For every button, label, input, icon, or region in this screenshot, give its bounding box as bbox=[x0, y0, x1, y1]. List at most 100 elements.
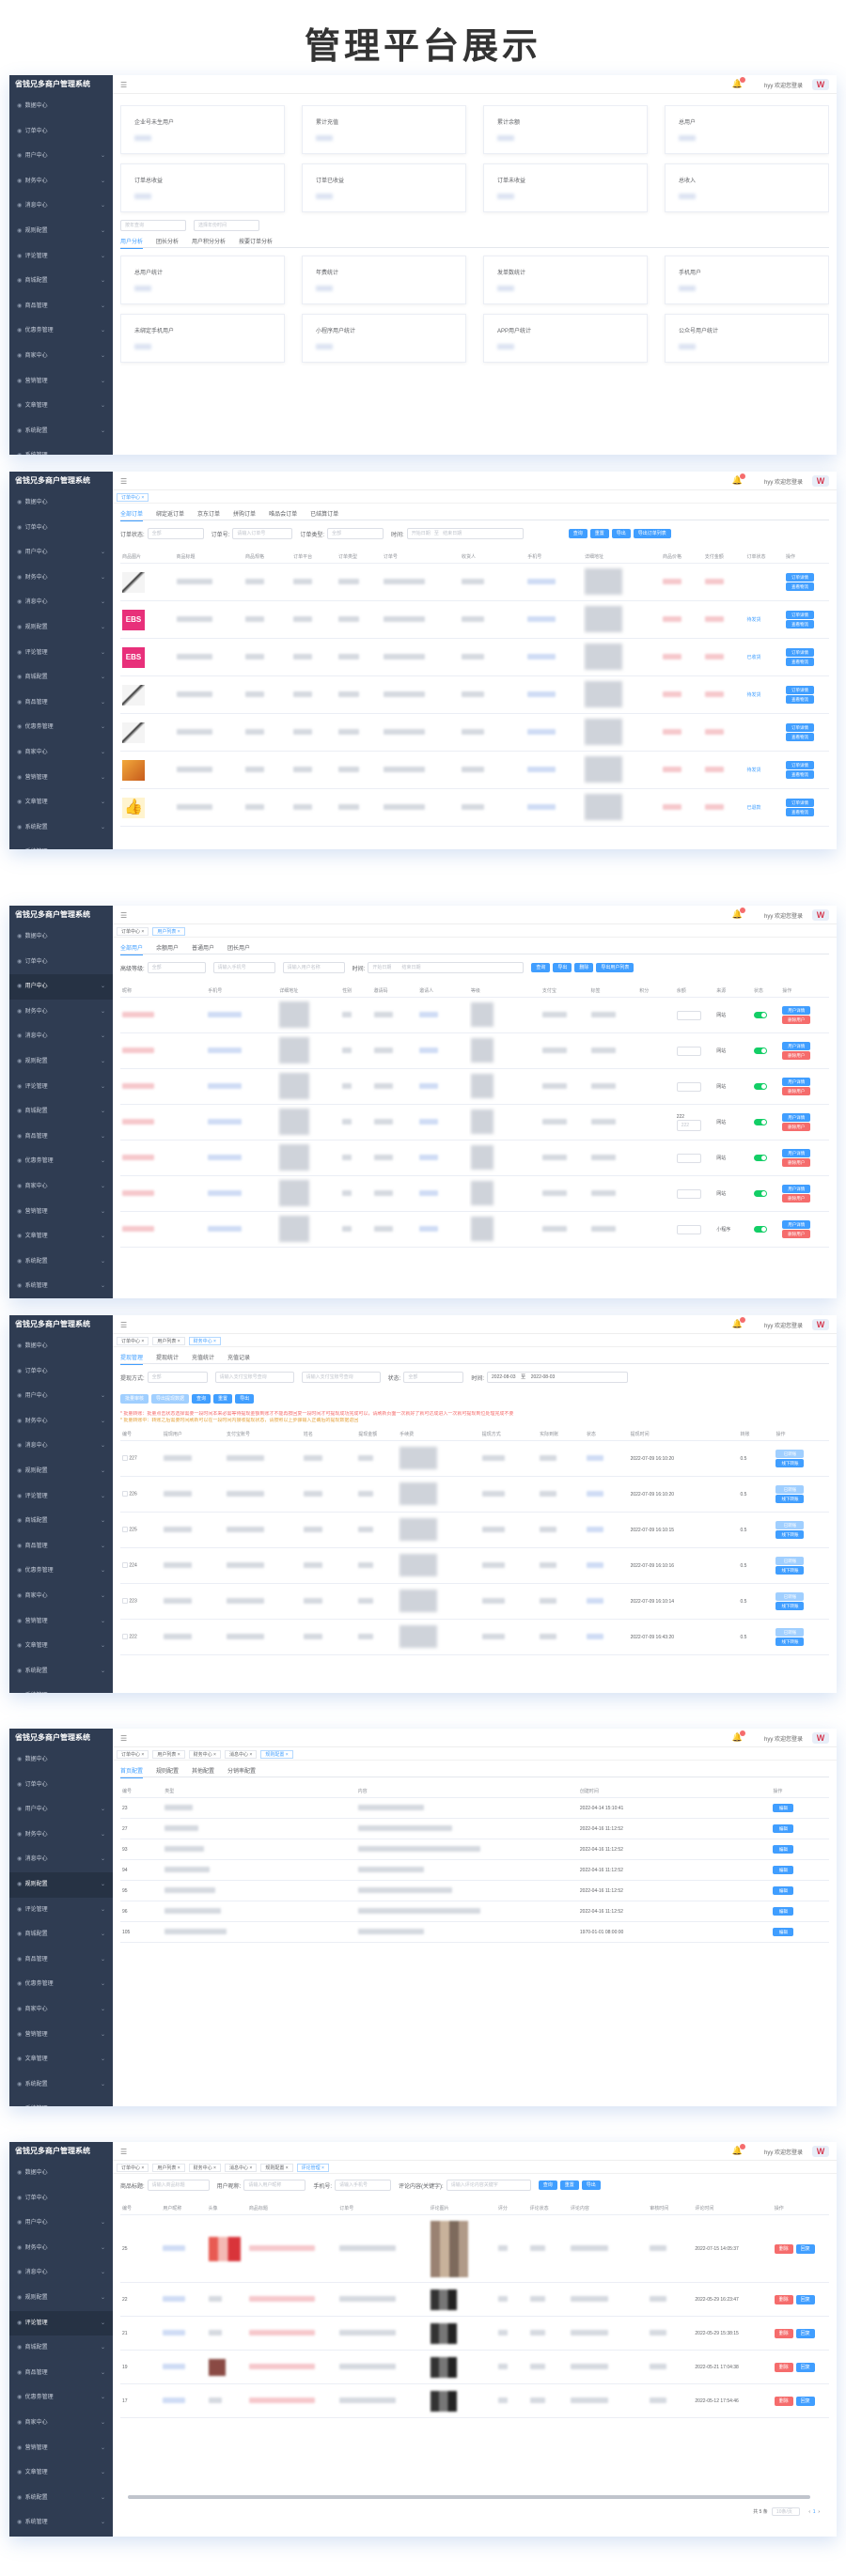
sidebar-item-coupon[interactable]: ◉ 优惠劵管理 ⌄ bbox=[9, 1149, 113, 1174]
user-greeting[interactable]: hyy 欢迎您登录 bbox=[763, 914, 803, 920]
sidebar-item-rule[interactable]: ◉ 规则配置 ⌄ bbox=[9, 615, 113, 641]
sidebar-item-message[interactable]: ◉ 消息中心 ⌄ bbox=[9, 1024, 113, 1049]
tag-order[interactable]: 订单中心 × bbox=[117, 927, 149, 936]
alipay-search-input-2[interactable]: 请输入支付宝账号查询 bbox=[301, 1372, 381, 1383]
sidebar-item-finance[interactable]: ◉ 财务中心 ⌄ bbox=[9, 1000, 113, 1025]
sidebar-item-finance[interactable]: ◉ 财务中心 ⌄ bbox=[9, 1409, 113, 1435]
sidebar-item-comment[interactable]: ◉ 评论管理 ⌄ bbox=[9, 1484, 113, 1510]
reply-button[interactable]: 回复 bbox=[795, 2294, 815, 2304]
offline-transfer-button[interactable]: 线下转账 bbox=[776, 1495, 805, 1503]
tab-item[interactable]: 团长分析 bbox=[156, 240, 180, 245]
sidebar-item-merchant[interactable]: ◉ 商家中心 ⌄ bbox=[9, 1174, 113, 1200]
sidebar-item-user[interactable]: ◉ 用户中心 ⌄ bbox=[9, 2211, 113, 2236]
sidebar-item-comment[interactable]: ◉ 评论管理 ⌄ bbox=[9, 641, 113, 666]
user-detail-button[interactable]: 用户详情 bbox=[782, 1042, 811, 1050]
horizontal-scrollbar[interactable] bbox=[128, 2495, 810, 2499]
logistics-button[interactable]: 查看物流 bbox=[786, 582, 814, 591]
toolbar-button[interactable]: 导出提现数据 bbox=[151, 1394, 190, 1404]
sidebar-item-message[interactable]: ◉ 消息中心 ⌄ bbox=[9, 194, 113, 219]
delete-user-button[interactable]: 删除用户 bbox=[782, 1051, 811, 1060]
menu-toggle-icon[interactable]: ☰ bbox=[120, 911, 128, 920]
next-page-icon[interactable]: › bbox=[818, 2508, 820, 2515]
delete-user-button[interactable]: 删除用户 bbox=[782, 1230, 811, 1238]
menu-toggle-icon[interactable]: ☰ bbox=[120, 477, 128, 486]
logistics-button[interactable]: 查看物流 bbox=[786, 620, 814, 628]
order-detail-button[interactable]: 订单详情 bbox=[786, 611, 814, 619]
offline-transfer-button[interactable]: 线下转账 bbox=[776, 1459, 805, 1467]
offline-transfer-button[interactable]: 线下转账 bbox=[776, 1530, 805, 1539]
sidebar-item-comment[interactable]: ◉ 评论管理 ⌄ bbox=[9, 1075, 113, 1100]
status-toggle[interactable] bbox=[753, 1012, 767, 1018]
sidebar-item-shop[interactable]: ◉ 商城配置 ⌄ bbox=[9, 1509, 113, 1534]
status-toggle[interactable] bbox=[753, 1155, 767, 1161]
delete-user-button[interactable]: 删除用户 bbox=[782, 1158, 811, 1167]
sidebar-item-marketing[interactable]: ◉ 营销管理 ⌄ bbox=[9, 1609, 113, 1635]
sidebar-item-order[interactable]: ◉ 订单中心 bbox=[9, 516, 113, 541]
order-no-input[interactable]: 请输入订单号 bbox=[232, 528, 293, 539]
tab-item[interactable]: 提现管理 bbox=[120, 1353, 144, 1365]
tab-item[interactable]: 京东订单 bbox=[197, 512, 221, 518]
user-greeting[interactable]: hyy 欢迎您登录 bbox=[763, 480, 803, 486]
tag-finance[interactable]: 财务中心 × bbox=[188, 2164, 221, 2172]
menu-toggle-icon[interactable]: ☰ bbox=[120, 1321, 128, 1329]
sidebar-item-settings[interactable]: ◉ 系统管理 ⌄ bbox=[9, 1274, 113, 1298]
sidebar-item-merchant[interactable]: ◉ 商家中心 ⌄ bbox=[9, 344, 113, 369]
sidebar-item-shop[interactable]: ◉ 商城配置 ⌄ bbox=[9, 2335, 113, 2361]
sidebar-item-rule[interactable]: ◉ 规则配置 ⌄ bbox=[9, 1049, 113, 1075]
edit-button[interactable]: 编辑 bbox=[773, 1886, 794, 1895]
sidebar-item-coupon[interactable]: ◉ 优惠劵管理 ⌄ bbox=[9, 1972, 113, 1997]
tab-item[interactable]: 用户积分分析 bbox=[192, 240, 227, 245]
edit-button[interactable]: 编辑 bbox=[773, 1845, 794, 1854]
toolbar-button[interactable]: 导出用户列表 bbox=[596, 963, 634, 972]
row-checkbox[interactable] bbox=[122, 1562, 128, 1569]
delete-user-button[interactable]: 删除用户 bbox=[782, 1087, 811, 1095]
tab-item[interactable]: 已结算订单 bbox=[310, 512, 339, 518]
reply-button[interactable]: 回复 bbox=[795, 2243, 815, 2254]
tab-item[interactable]: 拼购订单 bbox=[233, 512, 257, 518]
order-detail-button[interactable]: 订单详情 bbox=[786, 761, 814, 769]
delete-user-button[interactable]: 删除用户 bbox=[782, 1194, 811, 1203]
sidebar-item-order[interactable]: ◉ 订单中心 bbox=[9, 1359, 113, 1385]
sidebar-item-rule[interactable]: ◉ 规则配置 ⌄ bbox=[9, 1871, 113, 1898]
status-toggle[interactable] bbox=[753, 1226, 767, 1233]
delete-user-button[interactable]: 删除用户 bbox=[782, 1123, 811, 1131]
tab-item[interactable]: 绑定返订单 bbox=[156, 512, 185, 518]
tab-item[interactable]: 全部订单 bbox=[120, 509, 144, 521]
date-range-picker[interactable]: 开始日期 结束日期 bbox=[368, 962, 525, 973]
order-detail-button[interactable]: 订单详情 bbox=[786, 686, 814, 694]
delete-button[interactable]: 删除 bbox=[774, 2294, 793, 2304]
tag-user_list[interactable]: 用户列表 × bbox=[152, 1750, 185, 1759]
sidebar-item-coupon[interactable]: ◉ 优惠劵管理 ⌄ bbox=[9, 1559, 113, 1584]
tab-item[interactable]: 首页配置 bbox=[120, 1766, 144, 1778]
toolbar-button[interactable]: 导出 bbox=[611, 529, 631, 538]
offline-transfer-button[interactable]: 线下转账 bbox=[776, 1602, 805, 1610]
toolbar-button[interactable]: 重置 bbox=[213, 1394, 233, 1404]
reply-button[interactable]: 回复 bbox=[795, 2362, 815, 2372]
menu-toggle-icon[interactable]: ☰ bbox=[120, 1734, 128, 1743]
username-input[interactable]: 请输入用户名称 bbox=[282, 962, 345, 973]
toolbar-button[interactable]: 查询 bbox=[538, 2180, 557, 2190]
inline-input[interactable] bbox=[676, 1010, 701, 1020]
sidebar-item-goods[interactable]: ◉ 商品管理 ⌄ bbox=[9, 2361, 113, 2386]
row-checkbox[interactable] bbox=[122, 1491, 128, 1497]
user-greeting[interactable]: hyy 欢迎您登录 bbox=[763, 2150, 803, 2156]
order-detail-button[interactable]: 订单详情 bbox=[786, 573, 814, 582]
toolbar-button[interactable]: 重置 bbox=[589, 529, 609, 538]
user-detail-button[interactable]: 用户详情 bbox=[782, 1149, 811, 1157]
sidebar-item-shop[interactable]: ◉ 商城配置 ⌄ bbox=[9, 1922, 113, 1948]
menu-toggle-icon[interactable]: ☰ bbox=[120, 81, 128, 89]
reply-button[interactable]: 回复 bbox=[795, 2328, 815, 2338]
sidebar-item-merchant[interactable]: ◉ 商家中心 ⌄ bbox=[9, 1997, 113, 2023]
offline-transfer-button[interactable]: 线下转账 bbox=[776, 1637, 805, 1646]
content-input[interactable]: 请输入评论内容关键字 bbox=[446, 2180, 531, 2191]
sidebar-item-article[interactable]: ◉ 文章管理 ⌄ bbox=[9, 2460, 113, 2486]
sidebar-item-system[interactable]: ◉ 系统配置 ⌄ bbox=[9, 815, 113, 841]
tag-order[interactable]: 订单中心 × bbox=[117, 2164, 149, 2172]
sidebar-item-comment[interactable]: ◉ 评论管理 ⌄ bbox=[9, 1898, 113, 1923]
tag-finance[interactable]: 财务中心 × bbox=[188, 1750, 221, 1759]
tab-item[interactable]: 提现统计 bbox=[156, 1356, 180, 1361]
toolbar-button[interactable]: 查询 bbox=[568, 529, 588, 538]
sidebar-item-comment[interactable]: ◉ 评论管理 ⌄ bbox=[9, 244, 113, 270]
sidebar-item-message[interactable]: ◉ 消息中心 ⌄ bbox=[9, 1434, 113, 1459]
tag-comment[interactable]: 评论管理 × bbox=[296, 2164, 329, 2172]
